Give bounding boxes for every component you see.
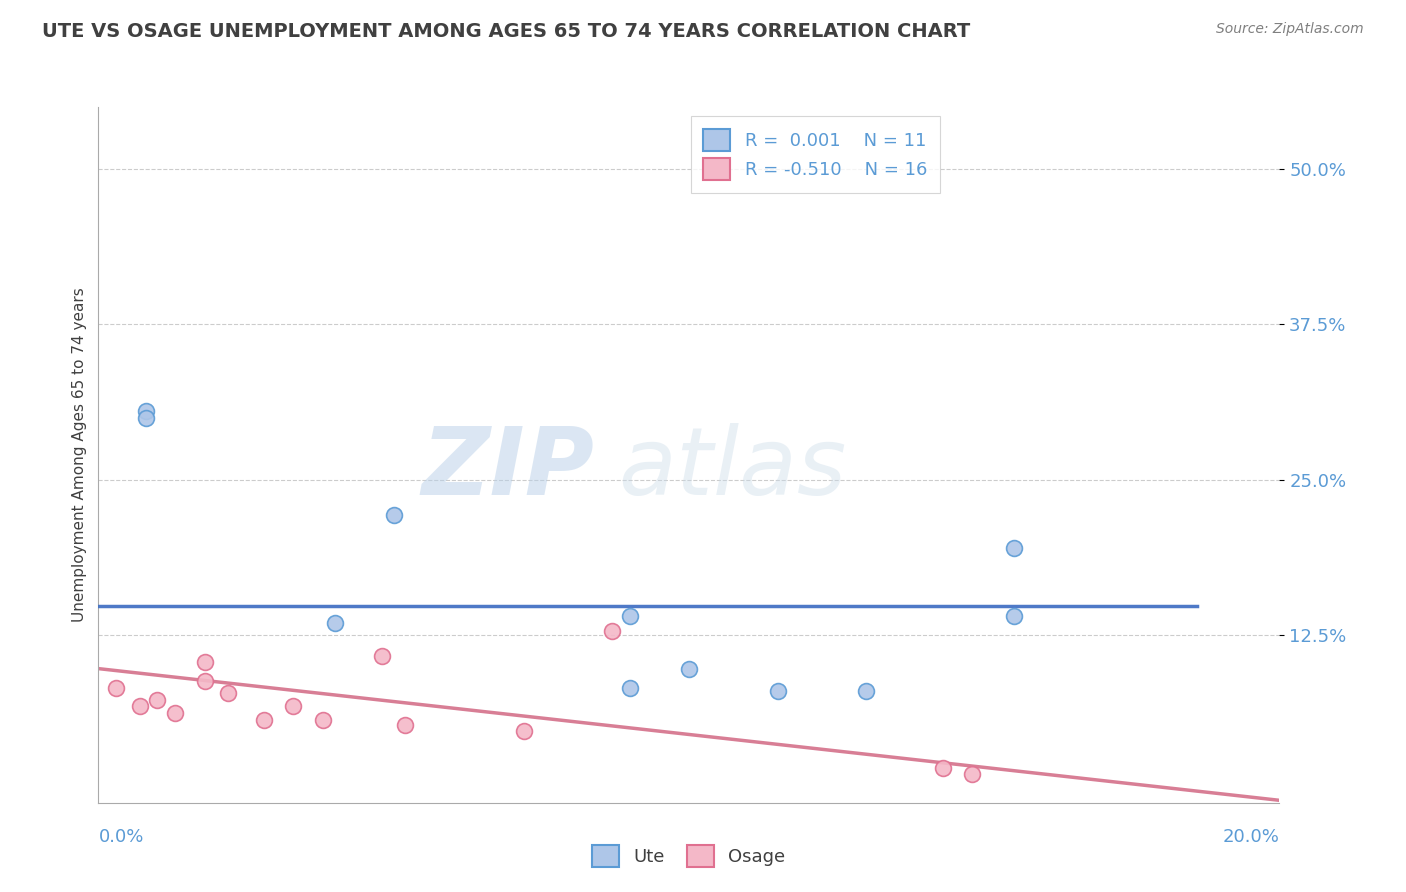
Text: UTE VS OSAGE UNEMPLOYMENT AMONG AGES 65 TO 74 YEARS CORRELATION CHART: UTE VS OSAGE UNEMPLOYMENT AMONG AGES 65 … xyxy=(42,22,970,41)
Point xyxy=(165,706,187,721)
Point xyxy=(194,674,217,689)
Point xyxy=(312,713,335,727)
Point xyxy=(932,761,955,775)
Point xyxy=(323,615,346,630)
Y-axis label: Unemployment Among Ages 65 to 74 years: Unemployment Among Ages 65 to 74 years xyxy=(72,287,87,623)
Point xyxy=(394,717,416,731)
Point xyxy=(128,698,150,713)
Text: atlas: atlas xyxy=(619,424,846,515)
Legend: Ute, Osage: Ute, Osage xyxy=(585,838,793,874)
Point xyxy=(105,681,128,696)
Point xyxy=(135,404,157,418)
Point xyxy=(283,698,305,713)
Point xyxy=(371,649,394,664)
Point xyxy=(678,662,700,676)
Text: ZIP: ZIP xyxy=(422,423,595,515)
Point xyxy=(217,686,239,700)
Point xyxy=(194,656,217,670)
Text: 20.0%: 20.0% xyxy=(1223,828,1279,846)
Point xyxy=(1002,541,1025,555)
Point xyxy=(962,767,984,781)
Point xyxy=(619,681,641,696)
Text: Source: ZipAtlas.com: Source: ZipAtlas.com xyxy=(1216,22,1364,37)
Text: 0.0%: 0.0% xyxy=(98,828,143,846)
Point xyxy=(1002,609,1025,624)
Point xyxy=(619,609,641,624)
Point xyxy=(600,624,623,639)
Point xyxy=(146,692,169,706)
Point xyxy=(382,508,405,522)
Point xyxy=(512,723,534,738)
Point xyxy=(135,410,157,425)
Point xyxy=(253,713,276,727)
Point xyxy=(855,684,877,698)
Point xyxy=(766,684,789,698)
